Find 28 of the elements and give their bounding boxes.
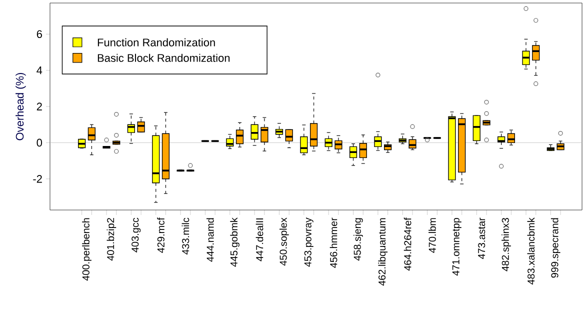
- x-tick-label: 401.bzip2: [106, 218, 116, 261]
- y-tick-label: 0: [36, 138, 42, 147]
- x-tick-label: 482.sphinx3: [502, 218, 511, 272]
- y-tick-label: 6: [36, 30, 42, 38]
- x-tick-label: 458.sjeng: [354, 218, 363, 261]
- x-tick-label: 445.gobmk: [230, 218, 240, 267]
- x-tick-label: 471.omnetpp: [452, 218, 462, 276]
- x-tick-label: 450.soplex: [280, 218, 289, 266]
- y-axis-title: Overhead (%): [16, 72, 26, 140]
- x-tick-label: 999.specrand: [550, 218, 560, 278]
- x-tick-label: 462.libquantum: [378, 218, 388, 286]
- y-tick-label: 2: [36, 102, 42, 110]
- legend-label: Function Randomization: [98, 38, 215, 46]
- y-tick-label: 4: [36, 66, 42, 74]
- x-tick-label: 444.namd: [206, 218, 214, 262]
- x-tick-label: 433.milc: [182, 218, 190, 255]
- x-tick-label: 403.gcc: [132, 218, 141, 252]
- x-tick-label: 483.xalancbmk: [527, 218, 535, 285]
- x-tick-label: 429.mcf: [157, 218, 164, 253]
- x-tick-label: 447.dealII: [256, 218, 264, 262]
- x-tick-label: 473.astar: [478, 218, 486, 259]
- x-tick-label: 470.lbm: [428, 218, 436, 253]
- legend-label: Basic Block Randomization: [98, 54, 230, 62]
- x-tick-label: 453.povray: [304, 218, 314, 267]
- y-tick-label: -2: [33, 175, 42, 183]
- x-tick-label: 400.perlbench: [82, 218, 92, 281]
- x-tick-label: 464.h264ref: [404, 218, 412, 271]
- x-tick-label: 456.hmmer: [330, 218, 338, 268]
